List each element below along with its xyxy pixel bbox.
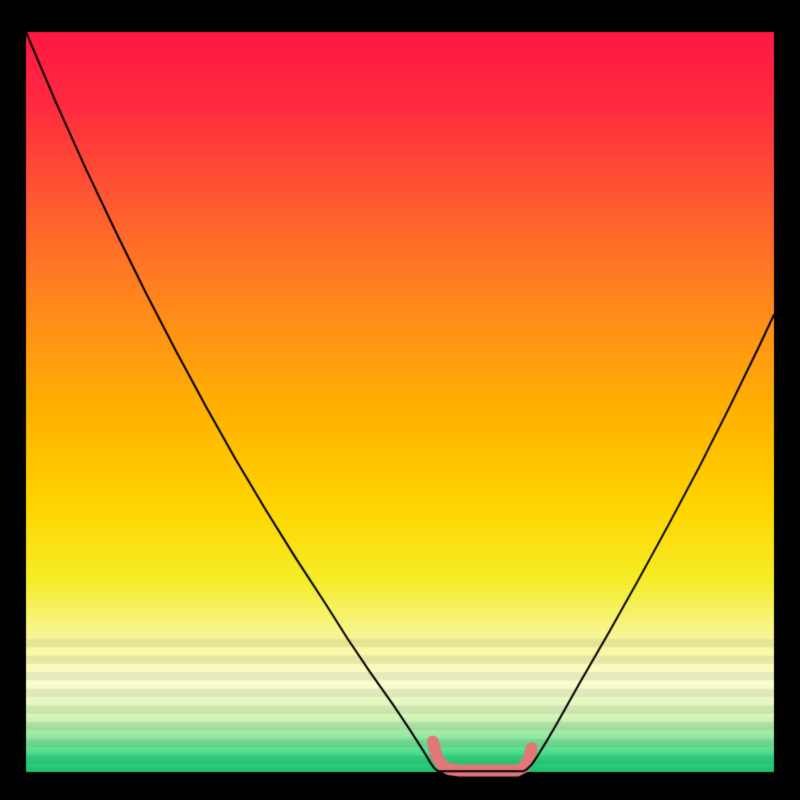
bottleneck-chart [0,0,800,800]
chart-canvas [0,0,800,800]
